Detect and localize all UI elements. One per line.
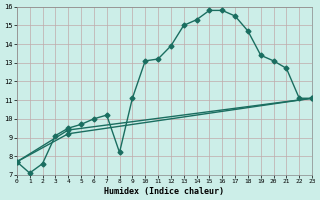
X-axis label: Humidex (Indice chaleur): Humidex (Indice chaleur) bbox=[104, 187, 224, 196]
